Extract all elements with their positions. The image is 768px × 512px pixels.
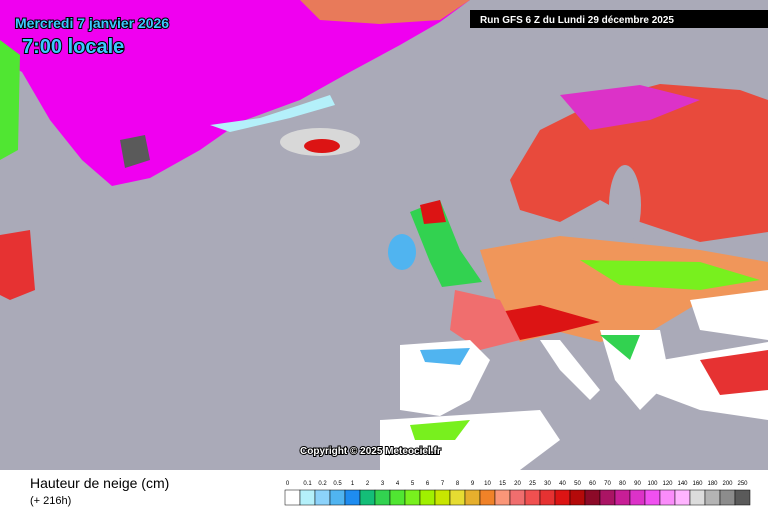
legend-label: 3 [381,481,385,487]
legend-swatch [374,489,391,506]
legend-swatch [599,489,616,506]
legend-swatch [629,489,646,506]
copyright: Copyright © 2025 Meteociel.fr [300,446,441,457]
legend-label: 2 [366,481,370,487]
legend-swatch [689,489,706,506]
legend-swatch [329,489,346,506]
mediterranean [560,420,768,470]
legend-label: 120 [662,481,673,487]
legend-label: 50 [574,481,581,487]
legend-label: 7 [441,481,445,487]
date-label: Mercredi 7 janvier 2026 [15,15,169,31]
iceland [304,139,340,153]
iberia-snow [420,348,470,365]
legend-swatch [284,489,301,506]
legend-label: 0.2 [318,481,327,487]
scotland [420,200,446,224]
legend-label: 5 [411,481,415,487]
legend-label: 20 [514,481,521,487]
legend-swatch [569,489,586,506]
legend-swatch [404,489,421,506]
legend-label: 15 [499,481,506,487]
legend-swatch [494,489,511,506]
legend-label: 90 [634,481,641,487]
legend-label: 4 [396,481,400,487]
legend-swatch [644,489,661,506]
legend-swatch [389,489,406,506]
legend-swatch [659,489,676,506]
legend-subtitle: (+ 216h) [30,495,71,507]
time-label: 7:00 locale [22,36,124,58]
legend-label: 70 [604,481,611,487]
ireland [388,234,416,270]
greenland-fringe [0,40,20,160]
legend-label: 30 [544,481,551,487]
legend-swatch [584,489,601,506]
legend-swatch [299,489,316,506]
legend-swatch [419,489,436,506]
legend-swatch [359,489,376,506]
legend-swatch [554,489,571,506]
greenland [0,0,470,186]
legend-swatch [674,489,691,506]
atlas-snow [410,420,470,440]
balkans-snow [600,335,640,360]
alps [500,305,600,340]
legend-label: 160 [692,481,703,487]
legend-swatch [614,489,631,506]
legend-label: 200 [722,481,733,487]
run-box [470,10,768,28]
scandinavia-heavy [560,85,700,130]
legend-swatch [314,489,331,506]
italy [540,340,600,400]
legend-label: 40 [559,481,566,487]
legend-label: 100 [647,481,658,487]
legend-swatch [704,489,721,506]
legend-label: 0.1 [303,481,312,487]
legend-label: 0 [286,481,290,487]
europe-band [580,260,760,290]
legend-label: 250 [737,481,748,487]
legend-swatch [524,489,541,506]
turkey-snow [700,350,768,395]
legend-swatch [734,489,751,506]
greenland-fringe [210,95,335,132]
run-label: Run GFS 6 Z du Lundi 29 décembre 2025 [480,15,674,26]
legend-label: 9 [471,481,475,487]
legend-label: 60 [589,481,596,487]
legend-title: Hauteur de neige (cm) [30,475,169,491]
legend-label: 1 [351,481,355,487]
legend-swatch [464,489,481,506]
legend-label: 10 [484,481,491,487]
legend-swatch [719,489,736,506]
scandinavia [510,84,768,242]
greenland-coast [300,0,470,24]
baltic [609,165,641,245]
legend: 0 0.1 0.2 0.5 1 2 3 4 5 6 7 8 9 10 15 20 25 30 40 50 60 70 80 9… [284,481,751,506]
legend-swatch [509,489,526,506]
legend-label: 80 [619,481,626,487]
france [450,290,520,350]
legend-label: 6 [426,481,430,487]
legend-label: 0.5 [333,481,342,487]
legend-swatch [539,489,556,506]
legend-label: 25 [529,481,536,487]
legend-label: 8 [456,481,460,487]
legend-label: 180 [707,481,718,487]
legend-label: 140 [677,481,688,487]
legend-swatch [434,489,451,506]
iberia [400,340,490,416]
legend-swatch [479,489,496,506]
legend-swatch [449,489,466,506]
labrador [0,230,35,300]
greenland-peak [120,135,150,168]
legend-swatch [344,489,361,506]
ukraine [690,290,768,340]
